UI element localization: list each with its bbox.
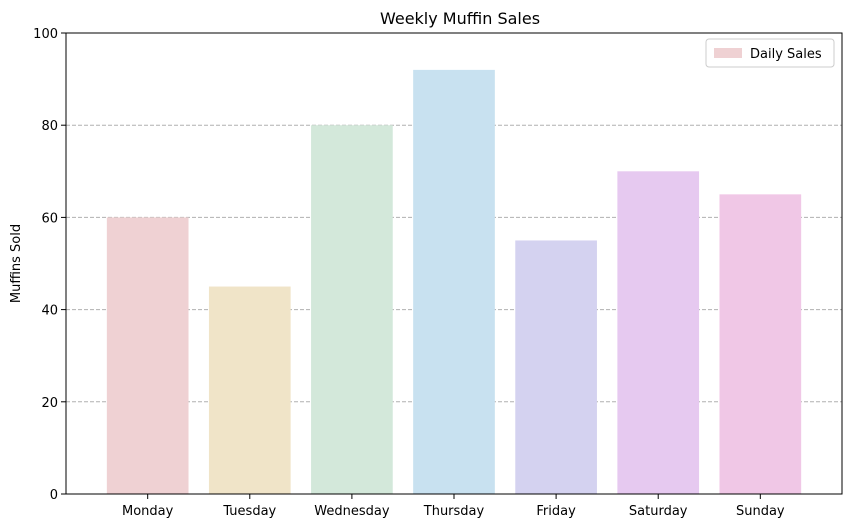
x-tick-label: Friday (536, 504, 576, 519)
y-tick-label: 100 (33, 27, 58, 42)
y-tick-label: 0 (50, 488, 58, 503)
y-tick-label: 40 (41, 304, 58, 319)
x-tick-label: Thursday (423, 504, 485, 519)
legend-swatch (714, 48, 742, 58)
x-tick-label: Monday (122, 504, 174, 519)
bar-tuesday (208, 286, 291, 494)
x-tick-label: Wednesday (314, 504, 390, 519)
bar-wednesday (311, 125, 393, 494)
bar-monday (106, 217, 189, 494)
x-tick-label: Saturday (629, 504, 688, 519)
x-tick-label: Tuesday (222, 504, 276, 519)
bars (106, 69, 802, 495)
legend-label: Daily Sales (750, 47, 822, 62)
y-tick-label: 80 (41, 119, 58, 134)
y-axis-label: Muffins Sold (9, 224, 24, 303)
gridlines (66, 124, 842, 403)
x-tick-label: Sunday (736, 504, 785, 519)
legend: Daily Sales (705, 38, 835, 68)
bar-sunday (719, 194, 802, 494)
y-tick-label: 20 (41, 396, 58, 411)
bar-saturday (617, 171, 700, 495)
chart-title: Weekly Muffin Sales (380, 9, 540, 28)
bar-friday (515, 240, 597, 494)
ticks: 0 20 40 60 80 100 Monday Tuesday Wednesday Thursd… (33, 27, 785, 519)
bar-thursday (413, 69, 495, 494)
y-tick-label: 60 (41, 211, 58, 226)
legend-frame (705, 38, 835, 68)
